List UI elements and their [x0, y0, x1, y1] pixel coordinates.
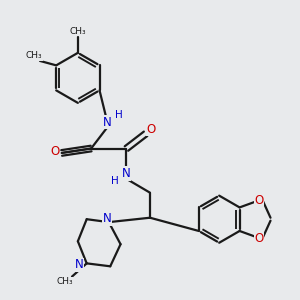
- Text: H: H: [115, 110, 123, 120]
- Text: O: O: [254, 194, 263, 207]
- Text: O: O: [254, 232, 263, 245]
- Text: O: O: [51, 145, 60, 158]
- Text: N: N: [103, 212, 112, 225]
- Text: O: O: [147, 123, 156, 136]
- Text: H: H: [111, 176, 119, 186]
- Text: N: N: [75, 258, 84, 271]
- Text: CH₃: CH₃: [70, 27, 86, 36]
- Text: CH₃: CH₃: [56, 278, 73, 286]
- Text: N: N: [103, 116, 112, 128]
- Text: CH₃: CH₃: [26, 51, 42, 60]
- Text: N: N: [122, 167, 131, 180]
